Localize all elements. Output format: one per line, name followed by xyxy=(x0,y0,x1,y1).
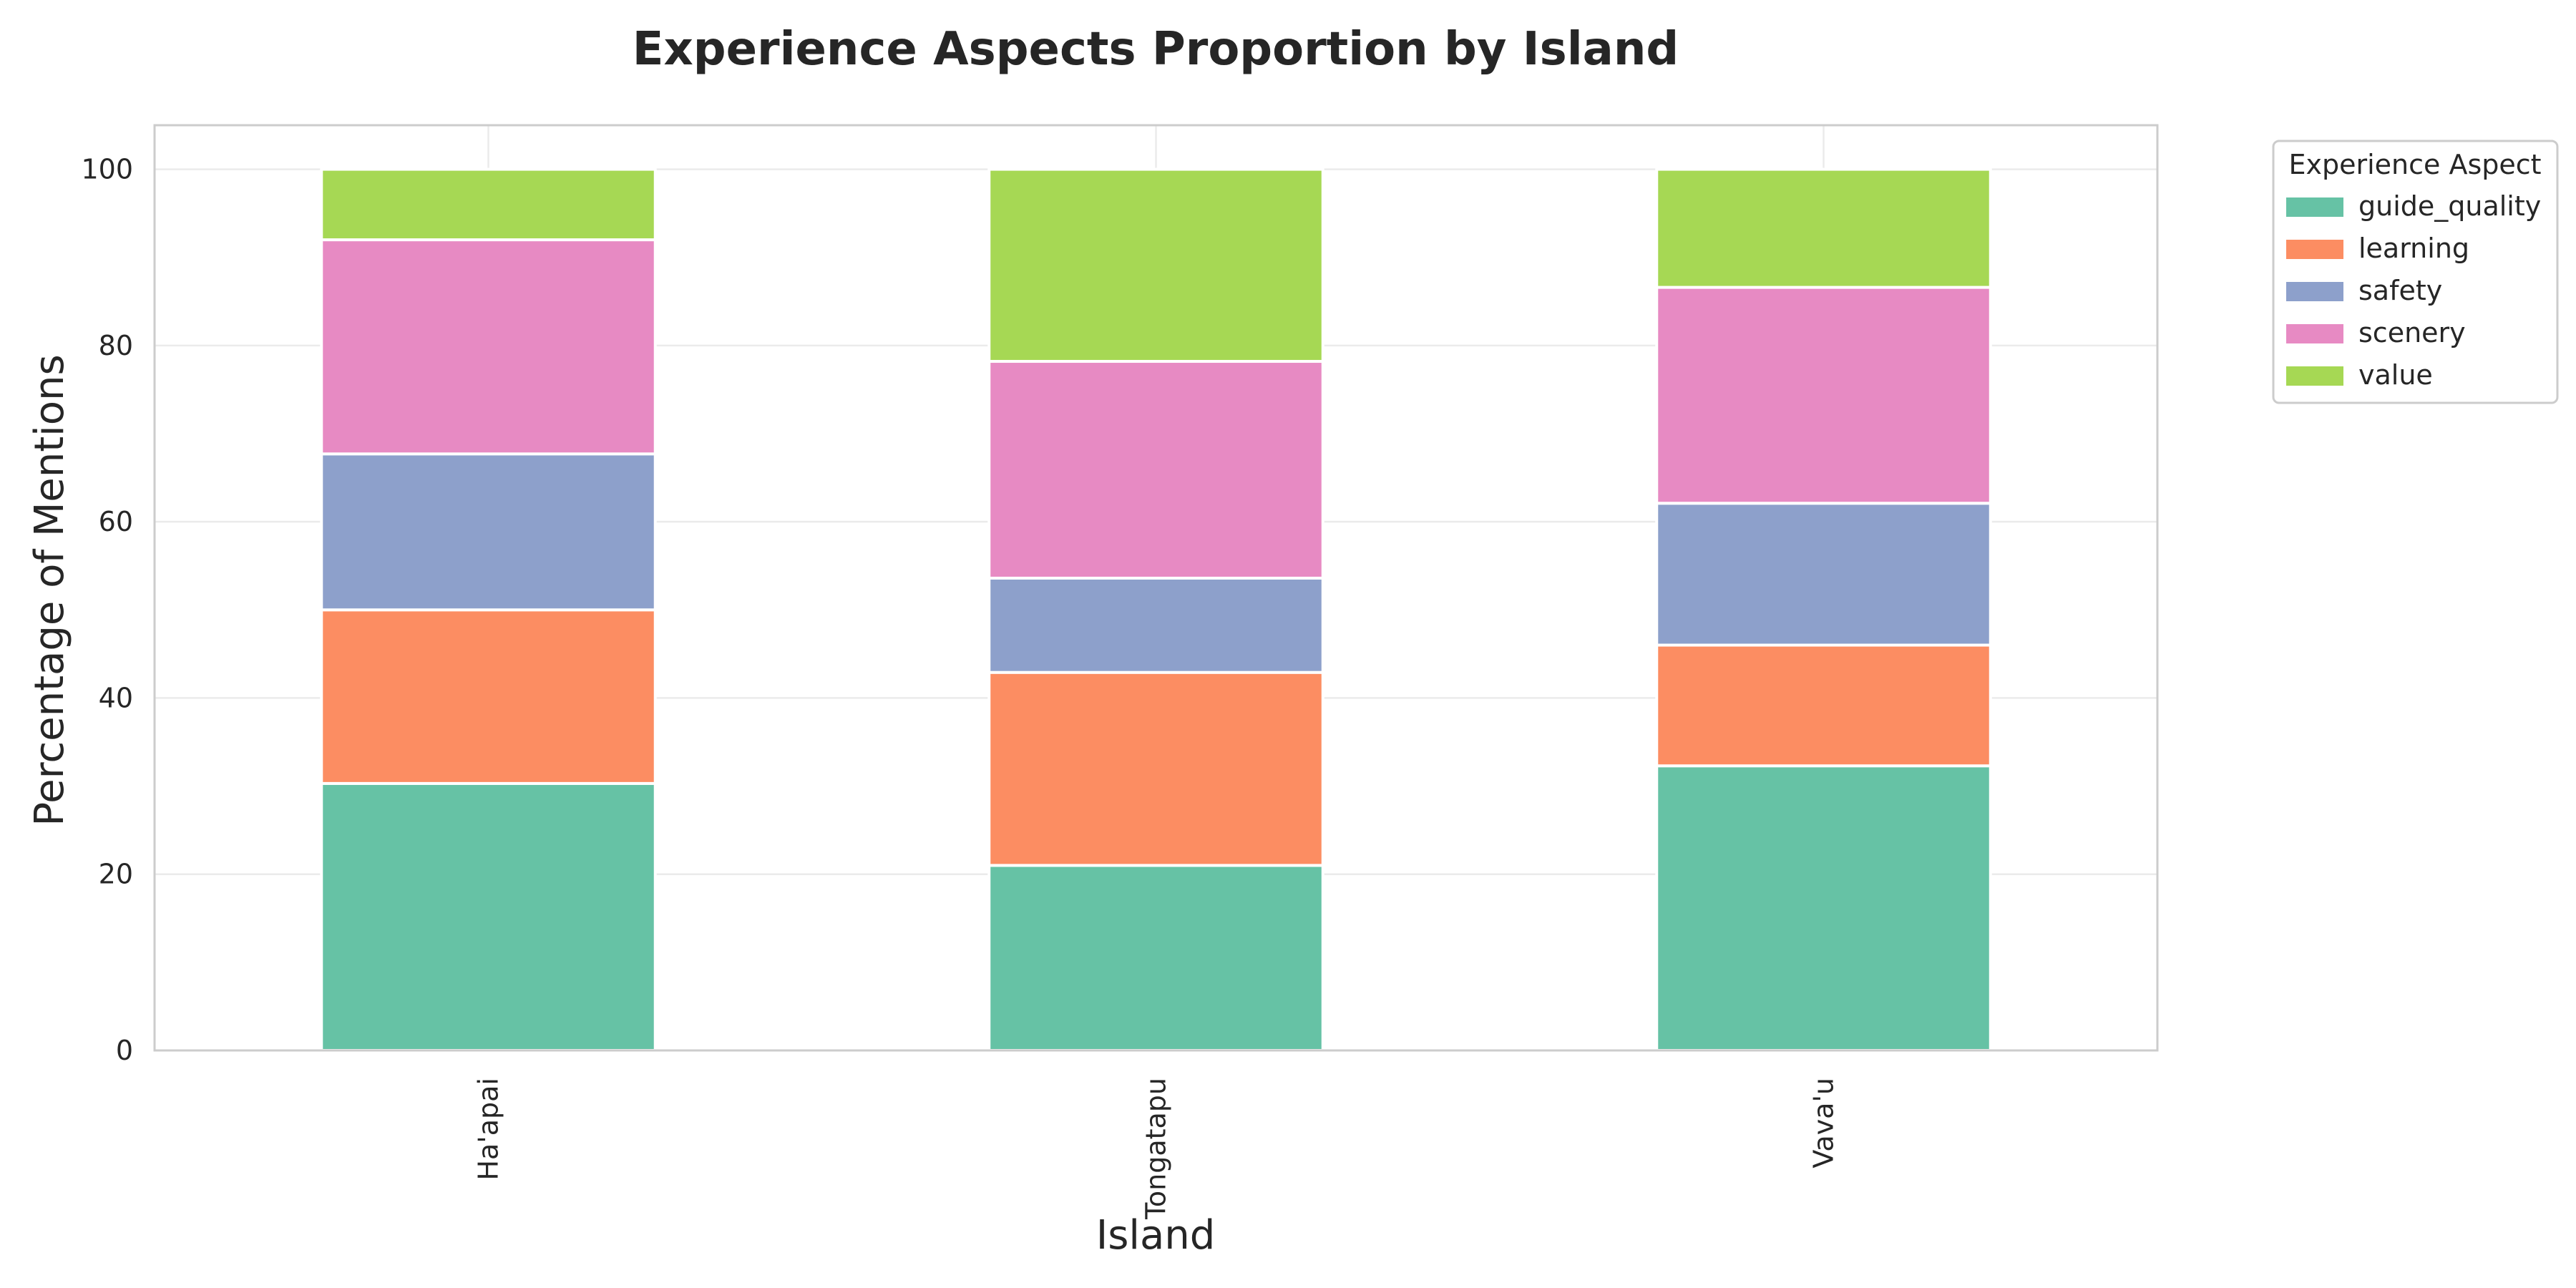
legend: Experience Aspect guide_quality learning s… xyxy=(2272,140,2559,404)
bars xyxy=(320,167,1992,1053)
legend-entry-value: value xyxy=(2358,359,2433,391)
chart-title: Experience Aspects Proportion by Island xyxy=(633,23,1679,76)
bar-guide_quality xyxy=(1655,764,1992,1052)
y-tick-label: 0 xyxy=(116,1035,133,1066)
y-tick-label: 60 xyxy=(99,506,133,537)
bar-value xyxy=(1655,167,1992,289)
legend-swatch-learning xyxy=(2286,240,2343,259)
y-tick-label: 20 xyxy=(99,859,133,890)
bar-guide_quality xyxy=(987,864,1324,1053)
bar-safety xyxy=(1655,502,1992,647)
bar-value xyxy=(320,167,657,242)
bar-scenery xyxy=(320,238,657,456)
x-axis-ticks: Ha'apai Tongatapu Vava'u xyxy=(473,1078,1840,1220)
legend-title: Experience Aspect xyxy=(2288,149,2541,180)
bar-safety xyxy=(987,576,1324,674)
x-tick-label: Tongatapu xyxy=(1141,1078,1172,1220)
legend-swatch-scenery xyxy=(2286,324,2343,343)
legend-swatch-value xyxy=(2286,366,2343,386)
legend-entry-safety: safety xyxy=(2358,275,2442,306)
bar-guide_quality xyxy=(320,781,657,1053)
y-tick-label: 80 xyxy=(99,330,133,361)
bar-learning xyxy=(1655,643,1992,768)
legend-entry-learning: learning xyxy=(2358,233,2469,264)
bar-safety xyxy=(320,452,657,612)
legend-frame xyxy=(2272,140,2559,404)
x-tick-label: Vava'u xyxy=(1808,1078,1840,1169)
bar-scenery xyxy=(987,360,1324,580)
y-tick-label: 40 xyxy=(99,682,133,713)
legend-swatch-guide_quality xyxy=(2286,197,2343,217)
x-axis-label: Island xyxy=(1096,1212,1216,1259)
bar-learning xyxy=(987,670,1324,867)
y-tick-label: 100 xyxy=(81,154,133,185)
plot-area-frame xyxy=(153,124,2159,1052)
bar-value xyxy=(987,167,1324,364)
legend-entry-guide_quality: guide_quality xyxy=(2358,190,2541,222)
legend-entry-scenery: scenery xyxy=(2358,317,2466,348)
bar-scenery xyxy=(1655,286,1992,505)
x-tick-label: Ha'apai xyxy=(473,1078,504,1181)
legend-swatch-safety xyxy=(2286,282,2343,301)
y-axis-label: Percentage of Mentions xyxy=(26,354,73,826)
y-axis-ticks: 0 20 40 60 80 100 xyxy=(81,154,133,1066)
bar-learning xyxy=(320,608,657,785)
